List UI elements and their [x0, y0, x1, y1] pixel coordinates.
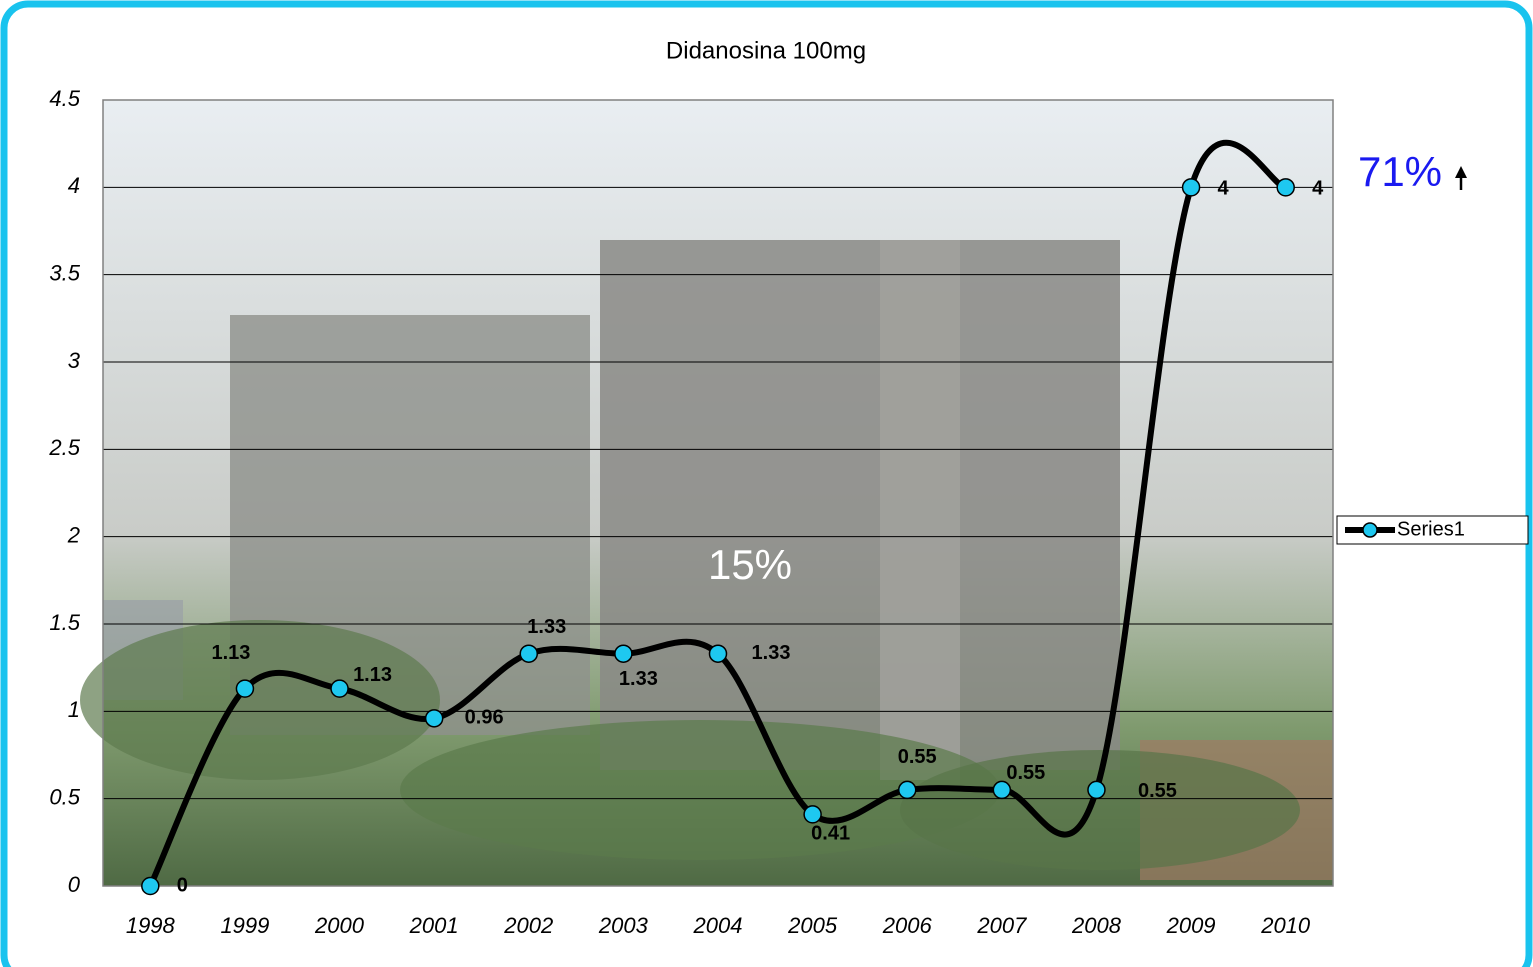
data-label: 1.33: [527, 616, 566, 638]
legend-marker: [1362, 522, 1378, 538]
y-tick-label: 4.5: [49, 86, 80, 111]
marker: [141, 876, 160, 896]
y-tick-label: 2: [67, 522, 80, 547]
data-label: 0.55: [1006, 762, 1045, 784]
arrow: [1455, 166, 1467, 190]
y-tick-label: 4: [68, 173, 80, 198]
x-tick-label: 2005: [787, 913, 838, 938]
y-tick-label: 1.5: [49, 610, 80, 635]
y-tick-label: 3: [68, 348, 81, 373]
marker: [330, 679, 349, 698]
data-label: 0.96: [465, 707, 504, 729]
plot-border: [102, 99, 1334, 887]
data-label: 1.33: [752, 642, 791, 664]
x-tick-label: 2008: [1071, 913, 1122, 938]
marker: [614, 644, 633, 663]
data-label: 0.55: [898, 746, 937, 768]
x-tick-label: 2007: [976, 913, 1027, 938]
data-label: 0.55: [1138, 780, 1177, 802]
marker: [1181, 178, 1201, 197]
marker: [992, 780, 1012, 800]
data-label: 1.33: [619, 668, 658, 690]
x-tick-label: 2004: [693, 913, 743, 938]
marker: [424, 709, 444, 728]
marker: [803, 805, 822, 824]
y-tick-label: 1: [68, 697, 80, 722]
x-tick-label: 1999: [220, 913, 269, 938]
marker: [897, 780, 917, 800]
x-tick-label: 2009: [1166, 913, 1216, 938]
x-tick-label: 2010: [1260, 913, 1311, 938]
data-label: 1.13: [211, 642, 250, 664]
x-tick-label: 2001: [409, 913, 459, 938]
chart-title: Didanosina 100mg: [666, 37, 866, 64]
x-tick-label: 2003: [598, 913, 649, 938]
marker: [708, 644, 728, 663]
x-tick-label: 2006: [882, 913, 933, 938]
marker: [1087, 780, 1106, 800]
marker: [235, 679, 255, 698]
y-tick-label: 0.5: [49, 784, 80, 809]
data-label: 1.13: [353, 664, 392, 686]
data-label: 4: [1312, 178, 1324, 200]
legend-label: Series1: [1397, 518, 1465, 540]
annotation: 71%: [1358, 148, 1442, 195]
marker: [1276, 178, 1295, 197]
y-tick-label: 2.5: [48, 435, 80, 460]
y-tick-label: 3.5: [49, 260, 80, 285]
x-tick-label: 2002: [503, 913, 553, 938]
annotation: 15%: [708, 541, 792, 588]
data-label: 0: [177, 874, 188, 896]
x-tick-label: 2000: [314, 913, 365, 938]
plot-background: [80, 100, 1333, 886]
marker: [519, 644, 539, 663]
data-label: 0.41: [811, 823, 850, 845]
data-label: 4: [1218, 178, 1230, 200]
y-tick-label: 0: [68, 872, 81, 897]
x-tick-label: 1998: [126, 913, 176, 938]
